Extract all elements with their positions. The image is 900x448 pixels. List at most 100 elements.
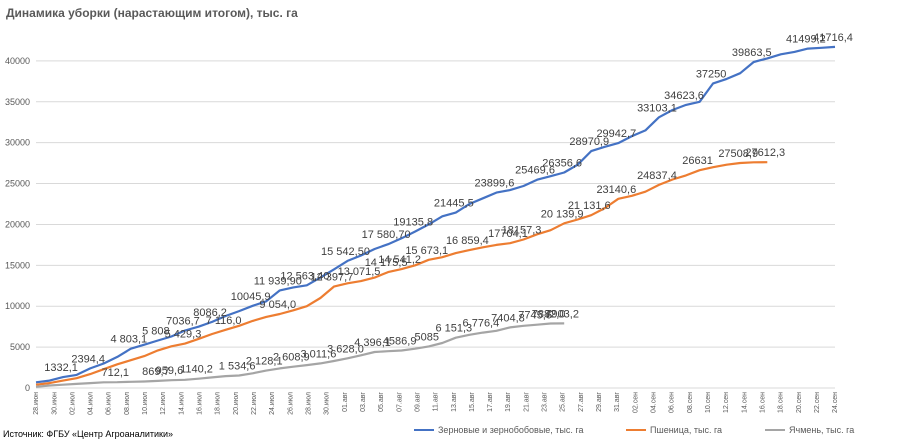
x-tick-label: 02.сен [632, 392, 639, 413]
x-tick-label: 26.июл [287, 392, 294, 415]
data-label: 2394,4 [71, 353, 105, 365]
x-tick-label: 12.июл [160, 392, 167, 415]
y-tick-label: 0 [25, 383, 30, 393]
data-label: 7903,2 [545, 308, 579, 320]
y-tick-label: 20000 [5, 219, 30, 229]
data-label: 4 396,1 [354, 337, 391, 349]
chart-title: Динамика уборки (нарастающим итогом), ты… [6, 6, 298, 20]
y-tick-label: 25000 [5, 179, 30, 189]
x-tick-label: 08.сен [687, 392, 694, 413]
data-label: 4586,9 [383, 335, 417, 347]
x-tick-label: 14.сен [741, 392, 748, 413]
data-label: 4 803,1 [110, 334, 147, 346]
x-tick-label: 16.июл [197, 392, 204, 415]
x-tick-label: 01.авг [342, 392, 349, 412]
x-tick-label: 23.авг [542, 392, 549, 412]
x-tick-label: 10.сен [705, 392, 712, 413]
data-label: 24837,4 [637, 170, 677, 182]
source-note: Источник: ФГБУ «Центр Агроаналитики» [3, 429, 173, 439]
data-label: 13 071,5 [338, 266, 381, 278]
data-label: 7 116,0 [206, 315, 242, 327]
data-label: 25469,6 [515, 165, 555, 177]
x-tick-label: 14.июл [178, 392, 185, 415]
series-line-1 [35, 161, 768, 386]
data-label: 34623,6 [664, 90, 704, 102]
x-tick-label: 11.авг [433, 392, 440, 412]
data-label: 21 131,6 [568, 200, 611, 212]
data-label: 23140,6 [596, 184, 636, 196]
data-label: 11 939,90 [254, 275, 302, 287]
x-tick-label: 08.июл [124, 392, 131, 415]
x-tick-label: 24.сен [832, 392, 839, 413]
x-tick-label: 15.авг [469, 392, 476, 412]
x-tick-label: 20.сен [796, 392, 803, 413]
data-label: 2 608,9 [273, 352, 310, 364]
x-tick-label: 22.сен [814, 392, 821, 413]
x-tick-label: 27.авг [578, 392, 585, 412]
legend-swatch-barley [765, 429, 785, 431]
data-label: 712,1 [101, 367, 129, 379]
x-tick-label: 05.авг [378, 392, 385, 412]
x-tick-label: 19.авг [505, 392, 512, 412]
x-tick-label: 30.июн [51, 392, 58, 415]
legend-label-grain: Зерновые и зернобобовые, тыс. га [438, 425, 584, 435]
data-label: 21445,5 [434, 198, 474, 210]
legend-label-barley: Ячмень, тыс. га [789, 425, 855, 435]
data-label: 12 397,7 [311, 272, 354, 284]
data-label: 1140,2 [180, 364, 213, 376]
x-tick-label: 17.авг [487, 392, 494, 412]
y-tick-label: 5000 [10, 342, 30, 352]
y-tick-label: 40000 [5, 56, 30, 66]
x-tick-label: 28.июл [305, 392, 312, 415]
x-tick-label: 09.авг [414, 392, 421, 412]
data-label: 12 563,40 [280, 270, 329, 282]
x-tick-label: 06.июл [106, 392, 113, 415]
data-label: 33103,1 [637, 102, 677, 114]
data-label: 1 534,6 [219, 360, 256, 372]
data-label: 6 776,4 [463, 318, 500, 330]
x-tick-label: 20.июл [233, 392, 240, 415]
data-label: 3 628,0 [327, 343, 364, 355]
data-label: 17 580,70 [362, 229, 411, 241]
x-tick-label: 03.авг [360, 392, 367, 412]
x-tick-label: 06.сен [669, 392, 676, 413]
legend-item-grain: Зерновые и зернобобовые, тыс. га [414, 425, 583, 435]
data-label: 7404,8 [491, 312, 525, 324]
x-tick-label: 13.авг [451, 392, 458, 412]
x-tick-label: 02.июл [69, 392, 76, 415]
data-label: 28970,9 [569, 136, 609, 148]
y-tick-label: 30000 [5, 138, 30, 148]
data-label: 14 541,2 [378, 254, 421, 266]
data-label: 10045,9 [231, 291, 271, 303]
data-label: 17704,1 [488, 228, 528, 240]
x-tick-label: 22.июл [251, 392, 258, 415]
series-line-0 [35, 45, 836, 384]
x-tick-label: 30.июл [324, 392, 331, 415]
data-label: 5 808 [142, 326, 170, 338]
data-label: 959,6 [156, 365, 184, 377]
data-label: 26356,6 [542, 157, 582, 169]
series-line-2 [35, 322, 565, 388]
data-label: 7882,0 [532, 309, 566, 321]
data-label: 9 054,0 [259, 299, 296, 311]
x-tick-label: 04.июл [88, 392, 95, 415]
data-label: 23899,6 [475, 178, 515, 190]
x-tick-label: 18.июл [215, 392, 222, 415]
grid-layer [36, 60, 835, 389]
data-label: 16 859,4 [446, 235, 489, 247]
data-label: 39863,5 [732, 47, 772, 59]
data-label: 19135,8 [393, 217, 433, 229]
series-layer [35, 45, 836, 388]
data-label: 20 139,9 [541, 208, 584, 220]
data-label: 1332,1 [44, 362, 78, 374]
x-tick-label: 28.июн [33, 392, 40, 415]
x-tick-label: 25.авг [560, 392, 567, 412]
data-label: 869,7 [142, 366, 170, 378]
data-label: 27508,9 [718, 148, 758, 160]
y-axis: 0 5000 10000 15000 20000 25000 30000 35000 40000 [5, 56, 30, 393]
data-label: 6 151,3 [435, 323, 472, 335]
data-label: 15 673,1 [405, 245, 448, 257]
x-tick-label: 10.июл [142, 392, 149, 415]
x-tick-label: 29.авг [596, 392, 603, 412]
